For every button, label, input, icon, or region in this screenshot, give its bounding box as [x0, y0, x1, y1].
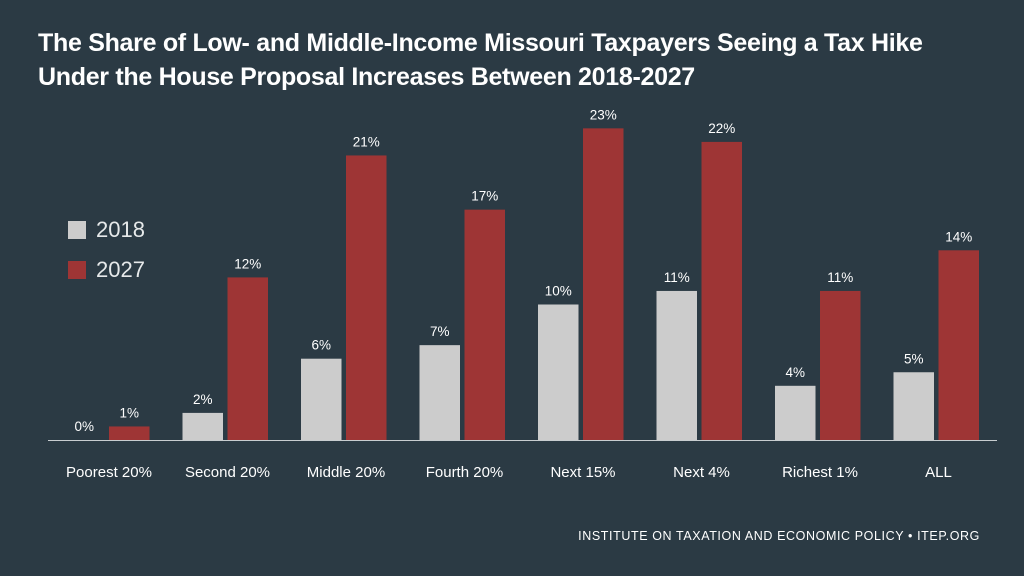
- data-label-2027-4: 23%: [590, 107, 617, 122]
- bar-2018-1: [182, 412, 223, 440]
- bar-2018-5: [656, 290, 697, 440]
- data-label-2027-2: 21%: [353, 134, 380, 149]
- bar-2027-5: [701, 141, 742, 440]
- category-label-7: ALL: [925, 464, 952, 481]
- category-label-4: Next 15%: [550, 464, 615, 481]
- data-label-2027-3: 17%: [471, 189, 498, 204]
- bar-2027-0: [109, 426, 150, 440]
- bar-2018-3: [419, 345, 460, 440]
- legend-label-2027: 2027: [96, 257, 145, 282]
- legend-item-2027: 2027: [68, 250, 145, 290]
- data-label-2027-1: 12%: [234, 256, 261, 271]
- legend: 2018 2027: [68, 210, 145, 290]
- legend-swatch-2027: [68, 261, 86, 279]
- bar-2027-2: [346, 155, 387, 440]
- bar-2027-3: [464, 209, 505, 440]
- data-label-2027-5: 22%: [708, 121, 735, 136]
- category-label-6: Richest 1%: [782, 464, 858, 481]
- bar-2027-4: [583, 128, 624, 440]
- bar-2018-4: [538, 304, 579, 440]
- bar-2018-2: [301, 358, 342, 440]
- category-label-0: Poorest 20%: [66, 464, 152, 481]
- data-label-2027-7: 14%: [945, 229, 972, 244]
- bar-2027-7: [938, 250, 979, 440]
- category-label-3: Fourth 20%: [426, 464, 504, 481]
- data-label-2018-5: 11%: [664, 270, 690, 285]
- chart-title: The Share of Low- and Middle-Income Miss…: [38, 26, 998, 94]
- bar-2027-6: [820, 290, 861, 440]
- data-label-2018-4: 10%: [545, 284, 572, 299]
- data-label-2027-6: 11%: [827, 270, 853, 285]
- category-label-5: Next 4%: [673, 464, 730, 481]
- bar-2018-6: [775, 385, 816, 440]
- category-label-2: Middle 20%: [307, 464, 385, 481]
- legend-swatch-2018: [68, 221, 86, 239]
- chart-title-line-2: Under the House Proposal Increases Betwe…: [38, 63, 695, 91]
- source-footer: INSTITUTE ON TAXATION AND ECONOMIC POLIC…: [578, 529, 980, 543]
- data-label-2018-2: 6%: [311, 338, 331, 353]
- bar-2018-7: [893, 372, 934, 440]
- data-label-2018-1: 2%: [193, 392, 213, 407]
- data-label-2027-0: 1%: [119, 405, 139, 420]
- bar-2027-1: [227, 277, 268, 440]
- legend-item-2018: 2018: [68, 210, 145, 250]
- data-label-2018-6: 4%: [785, 365, 805, 380]
- legend-label-2018: 2018: [96, 217, 145, 242]
- category-label-1: Second 20%: [185, 464, 270, 481]
- data-label-2018-0: 0%: [74, 419, 94, 434]
- chart-title-line-1: The Share of Low- and Middle-Income Miss…: [38, 29, 923, 57]
- data-label-2018-7: 5%: [904, 351, 924, 366]
- data-label-2018-3: 7%: [430, 324, 450, 339]
